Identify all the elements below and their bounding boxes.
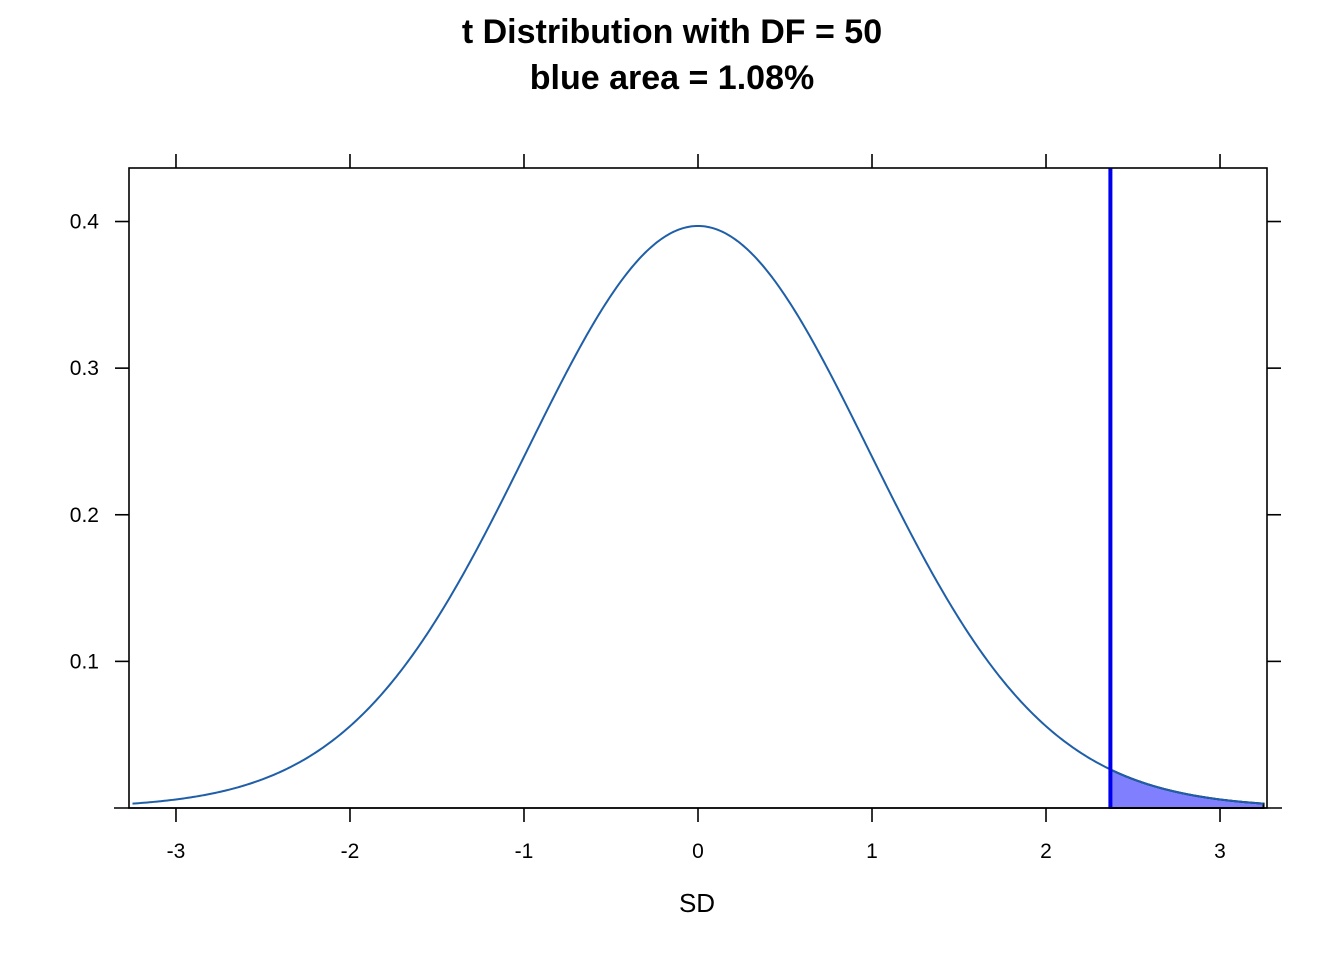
y-tick-label: 0.3 — [70, 357, 99, 380]
y-tick-label: 0.1 — [70, 650, 99, 673]
chart-title: t Distribution with DF = 50 — [462, 13, 882, 51]
axes: -3 -2 -1 0 1 2 3 0.1 0.2 0.3 0.4 — [70, 154, 1282, 863]
x-tick-label: 3 — [1214, 840, 1226, 863]
x-tick-label: 0 — [692, 840, 704, 863]
density-curve — [132, 224, 1264, 805]
x-tick-label: -3 — [167, 840, 186, 863]
plot-border — [128, 167, 1268, 809]
x-tick-label: 2 — [1040, 840, 1052, 863]
chart-subtitle: blue area = 1.08% — [530, 59, 814, 97]
x-tick-label: 1 — [866, 840, 878, 863]
x-tick-label: -1 — [515, 840, 534, 863]
y-tick-label: 0.4 — [70, 211, 100, 234]
x-tick-label: -2 — [341, 840, 360, 863]
y-tick-label: 0.2 — [70, 504, 99, 527]
plot-area — [132, 168, 1265, 809]
x-axis-label: SD — [679, 888, 715, 918]
